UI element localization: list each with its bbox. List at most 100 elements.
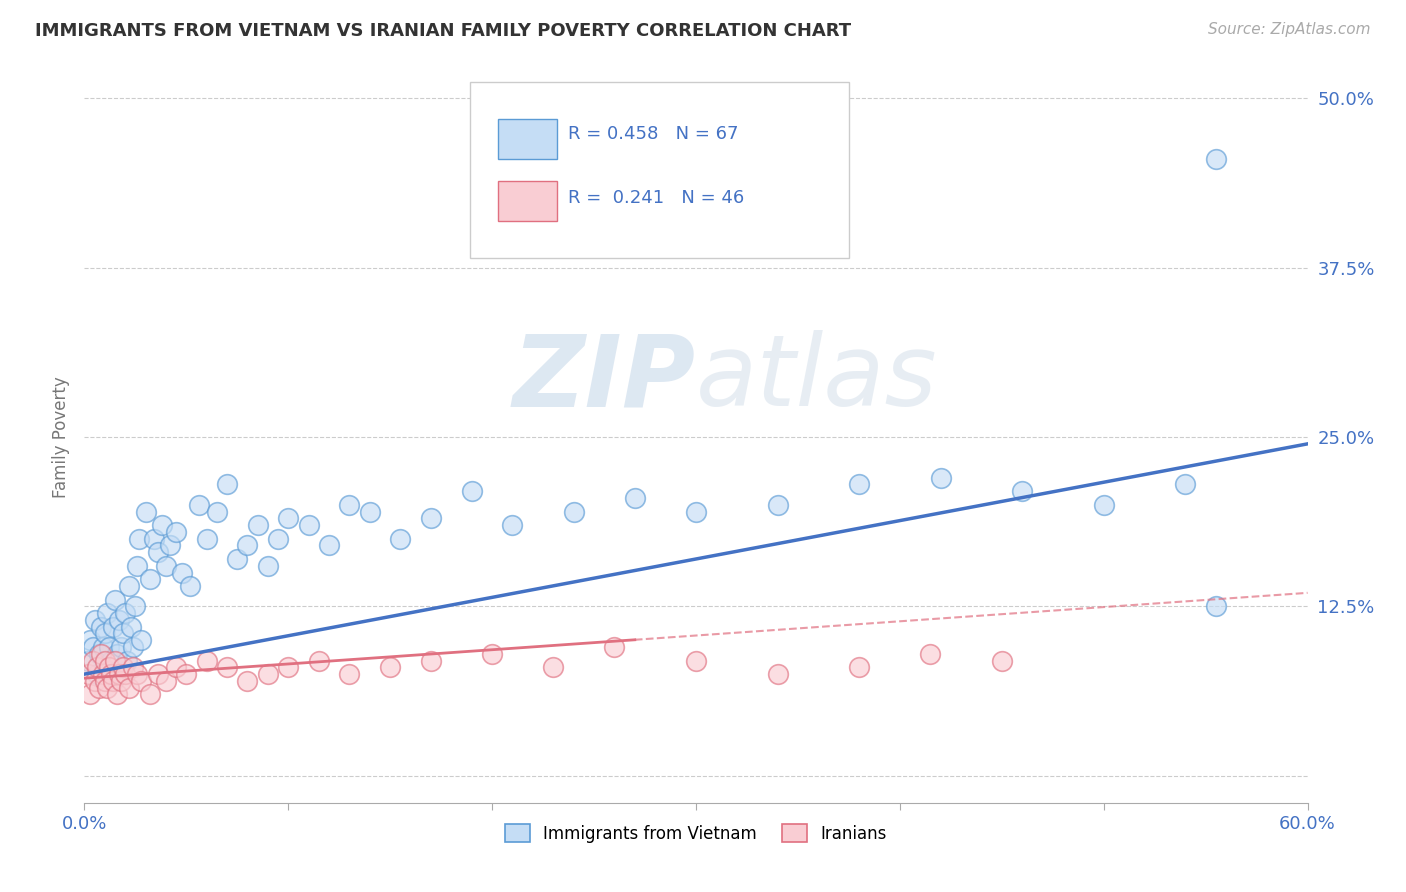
Point <box>257 558 280 573</box>
Point <box>685 654 707 668</box>
Point <box>110 673 132 688</box>
Point <box>246 518 269 533</box>
Y-axis label: Family Poverty: Family Poverty <box>52 376 70 498</box>
Point <box>97 640 120 654</box>
Point <box>87 647 110 661</box>
Point <box>150 518 173 533</box>
Text: Source: ZipAtlas.com: Source: ZipAtlas.com <box>1208 22 1371 37</box>
Point <box>277 511 299 525</box>
Point <box>257 667 280 681</box>
Point <box>1174 477 1197 491</box>
Point <box>1092 498 1115 512</box>
Point <box>93 673 115 688</box>
Point <box>122 660 145 674</box>
Point <box>624 491 647 505</box>
Text: R =  0.241   N = 46: R = 0.241 N = 46 <box>568 189 744 207</box>
Point <box>93 626 115 640</box>
Text: atlas: atlas <box>696 330 938 427</box>
Point <box>104 592 127 607</box>
Point <box>135 505 157 519</box>
Point <box>82 654 104 668</box>
Point <box>159 538 181 552</box>
Point <box>110 640 132 654</box>
Point <box>172 566 194 580</box>
Point <box>389 532 412 546</box>
Point <box>1011 484 1033 499</box>
Point <box>142 532 165 546</box>
Point <box>339 667 361 681</box>
Point <box>83 673 105 688</box>
Point <box>138 572 160 586</box>
Point <box>481 647 503 661</box>
Point <box>420 511 443 525</box>
Point <box>766 667 789 681</box>
Point <box>502 518 524 533</box>
Point <box>236 538 259 552</box>
Text: ZIP: ZIP <box>513 330 696 427</box>
Point <box>82 640 104 654</box>
Point <box>298 518 321 533</box>
Point <box>122 640 145 654</box>
Point <box>79 688 101 702</box>
Point <box>359 505 381 519</box>
Point <box>105 688 128 702</box>
Point <box>146 545 169 559</box>
Point <box>380 660 402 674</box>
FancyBboxPatch shape <box>498 119 557 159</box>
Point <box>112 660 135 674</box>
Point <box>87 681 110 695</box>
Point <box>685 505 707 519</box>
Point <box>124 599 146 614</box>
Point <box>105 647 128 661</box>
Point <box>920 647 942 661</box>
Point <box>155 558 177 573</box>
Point <box>100 654 122 668</box>
Point <box>86 660 108 674</box>
Point <box>205 505 228 519</box>
FancyBboxPatch shape <box>498 181 557 221</box>
Point <box>318 538 340 552</box>
Point <box>195 654 218 668</box>
Point <box>118 579 141 593</box>
Point <box>115 654 138 668</box>
Point <box>603 640 626 654</box>
Point <box>339 498 361 512</box>
Point <box>131 633 153 648</box>
Point <box>127 558 149 573</box>
Point <box>195 532 218 546</box>
Point <box>120 620 142 634</box>
Point <box>991 654 1014 668</box>
Point <box>138 688 160 702</box>
Point <box>461 484 484 499</box>
Point <box>165 660 187 674</box>
Point <box>226 552 249 566</box>
Point <box>929 471 952 485</box>
Point <box>1205 599 1227 614</box>
Point <box>118 681 141 695</box>
Legend: Immigrants from Vietnam, Iranians: Immigrants from Vietnam, Iranians <box>498 818 894 849</box>
FancyBboxPatch shape <box>470 82 849 258</box>
Point <box>308 654 330 668</box>
Point <box>101 620 124 634</box>
Point <box>1205 153 1227 167</box>
Text: R = 0.458   N = 67: R = 0.458 N = 67 <box>568 125 738 143</box>
Point <box>91 640 114 654</box>
Point <box>277 660 299 674</box>
Point <box>112 626 135 640</box>
Point <box>93 654 115 668</box>
Point <box>217 660 239 674</box>
Point <box>114 667 136 681</box>
Point <box>155 673 177 688</box>
Point <box>236 673 259 688</box>
Point <box>217 477 239 491</box>
Point <box>146 667 169 681</box>
Point <box>96 681 118 695</box>
Point <box>165 524 187 539</box>
Point <box>90 620 112 634</box>
Point <box>97 660 120 674</box>
Point <box>96 606 118 620</box>
Point <box>90 647 112 661</box>
Point <box>93 660 115 674</box>
Point <box>187 498 209 512</box>
Point <box>114 606 136 620</box>
